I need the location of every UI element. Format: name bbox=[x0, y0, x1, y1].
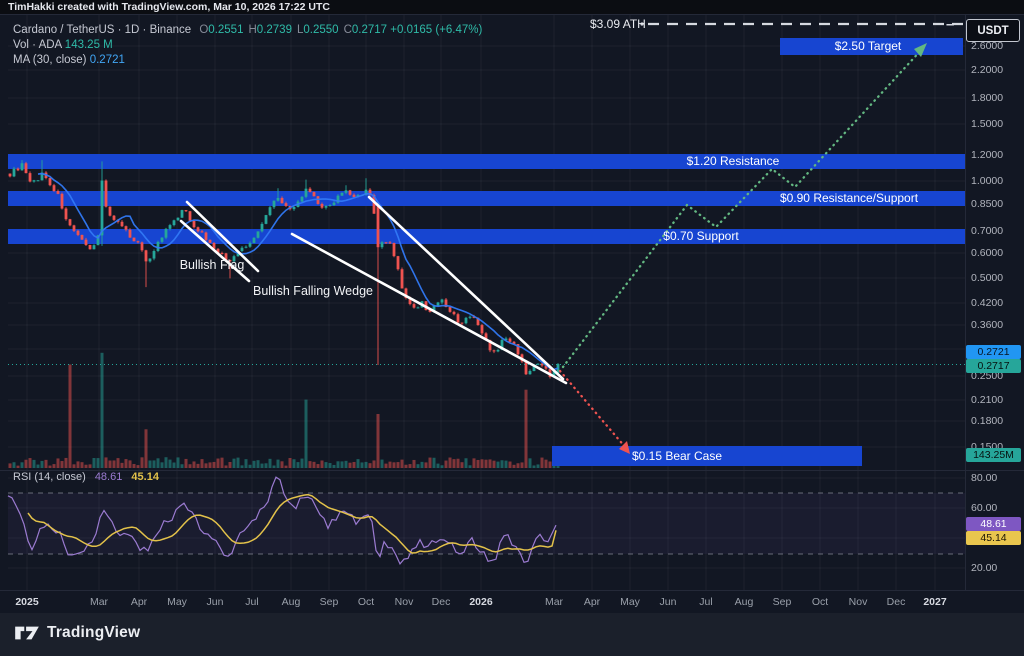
price-tick: 0.5000 bbox=[971, 272, 1004, 284]
time-tick: Oct bbox=[357, 596, 375, 608]
price-tick: 1.2000 bbox=[971, 149, 1004, 161]
time-tick: May bbox=[167, 596, 187, 608]
time-tick: Mar bbox=[89, 596, 109, 608]
ohlc-value: 0.2550 bbox=[303, 24, 339, 36]
ohlc-value: 0.2551 bbox=[208, 24, 244, 36]
price-tick: 0.8500 bbox=[971, 198, 1004, 210]
price-tick: 0.2500 bbox=[971, 370, 1004, 382]
time-tick: 2025 bbox=[15, 596, 39, 608]
time-tick: Nov bbox=[394, 596, 414, 608]
price-tag: 0.2721 bbox=[966, 345, 1021, 359]
price-band-label: $2.50 Target bbox=[834, 39, 902, 53]
attribution-bar: TimHakki created with TradingView.com, M… bbox=[0, 0, 1024, 14]
ohlc-key: C bbox=[343, 24, 352, 36]
time-tick: May bbox=[620, 596, 640, 608]
ohlc-key: O bbox=[199, 24, 209, 36]
time-tick: Dec bbox=[886, 596, 906, 608]
time-tick: Nov bbox=[848, 596, 868, 608]
footer-bar: TradingView bbox=[0, 613, 1024, 656]
price-band-label: $1.20 Resistance bbox=[686, 154, 780, 168]
time-tick: Dec bbox=[431, 596, 451, 608]
time-tick: Sep bbox=[772, 596, 792, 608]
ohlc-value: 0.2739 bbox=[256, 24, 292, 36]
time-tick: Apr bbox=[583, 596, 601, 608]
time-tick: Oct bbox=[811, 596, 829, 608]
price-tick: 0.1800 bbox=[971, 415, 1004, 427]
tradingview-logo-icon bbox=[15, 626, 39, 640]
time-tick: Aug bbox=[281, 596, 301, 608]
tradingview-logo[interactable]: TradingView bbox=[14, 623, 140, 643]
symbol-legend[interactable]: Cardano / TetherUS · 1D · Binance O0.255… bbox=[13, 23, 482, 68]
rsi-value: 48.61 bbox=[94, 471, 123, 483]
ohlc-key: L bbox=[296, 24, 304, 36]
rsi-tick: 60.00 bbox=[971, 502, 998, 514]
collapse-scale-icon[interactable]: – bbox=[946, 16, 955, 33]
currency-toggle-button[interactable]: USDT bbox=[966, 19, 1020, 42]
time-tick: Jul bbox=[245, 596, 259, 608]
rsi-ma-value: 45.14 bbox=[131, 471, 159, 483]
attribution-text: TimHakki created with TradingView.com, M… bbox=[8, 1, 330, 13]
pattern-annotation: Bullish Flag bbox=[179, 258, 245, 272]
time-tick: Sep bbox=[319, 596, 339, 608]
price-tag: 45.14 bbox=[966, 531, 1021, 545]
ma-label: MA (30, close) bbox=[13, 54, 87, 66]
rsi-title: RSI (14, close) bbox=[13, 471, 86, 483]
ma-value: 0.2721 bbox=[89, 54, 125, 66]
price-tag: 0.2717 bbox=[966, 359, 1021, 373]
volume-label: Vol · ADA bbox=[13, 39, 62, 51]
ath-label: $3.09 ATH bbox=[590, 17, 646, 31]
ohlc-value: 0.2717 bbox=[351, 24, 388, 36]
change-value: +0.0165 (+6.47%) bbox=[390, 24, 483, 36]
price-tick: 1.0000 bbox=[971, 175, 1004, 187]
price-tag: 48.61 bbox=[966, 517, 1021, 531]
price-band-label: $0.70 Support bbox=[663, 229, 739, 243]
price-tick: 2.6000 bbox=[971, 40, 1004, 52]
time-tick: Apr bbox=[130, 596, 148, 608]
legend-row-ma: MA (30, close) 0.2721 bbox=[13, 53, 482, 68]
price-tick: 0.7000 bbox=[971, 225, 1004, 237]
rsi-tick: 80.00 bbox=[971, 472, 998, 484]
pattern-annotation: Bullish Falling Wedge bbox=[253, 284, 373, 298]
symbol-title: Cardano / TetherUS · 1D · Binance bbox=[13, 24, 192, 36]
time-tick: 2027 bbox=[923, 596, 947, 608]
price-tick: 0.4200 bbox=[971, 297, 1004, 309]
price-band-label: $0.15 Bear Case bbox=[631, 448, 723, 463]
price-tick: 1.8000 bbox=[971, 92, 1004, 104]
rsi-legend[interactable]: RSI (14, close) 48.61 45.14 bbox=[13, 471, 159, 483]
price-tick: 0.3600 bbox=[971, 319, 1004, 331]
price-band-label: $0.90 Resistance/Support bbox=[779, 191, 919, 205]
legend-row-symbol: Cardano / TetherUS · 1D · Binance O0.255… bbox=[13, 23, 482, 38]
time-tick: Mar bbox=[544, 596, 564, 608]
ohlc-values: O0.2551 H0.2739 L0.2550 C0.2717 bbox=[194, 24, 387, 36]
legend-row-volume: Vol · ADA 143.25 M bbox=[13, 38, 482, 53]
ohlc-key: H bbox=[248, 24, 257, 36]
price-tag: 143.25M bbox=[966, 448, 1021, 462]
price-tick: 2.2000 bbox=[971, 64, 1004, 76]
time-tick: Jul bbox=[699, 596, 713, 608]
time-tick: 2026 bbox=[469, 596, 493, 608]
price-tick: 0.2100 bbox=[971, 394, 1004, 406]
price-tick: 0.6000 bbox=[971, 247, 1004, 259]
tradingview-logo-text: TradingView bbox=[47, 624, 141, 641]
rsi-tick: 20.00 bbox=[971, 562, 998, 574]
time-tick: Jun bbox=[206, 596, 224, 608]
price-tick: 1.5000 bbox=[971, 118, 1004, 130]
time-tick: Jun bbox=[659, 596, 677, 608]
time-tick: Aug bbox=[734, 596, 754, 608]
volume-value: 143.25 M bbox=[64, 39, 113, 51]
